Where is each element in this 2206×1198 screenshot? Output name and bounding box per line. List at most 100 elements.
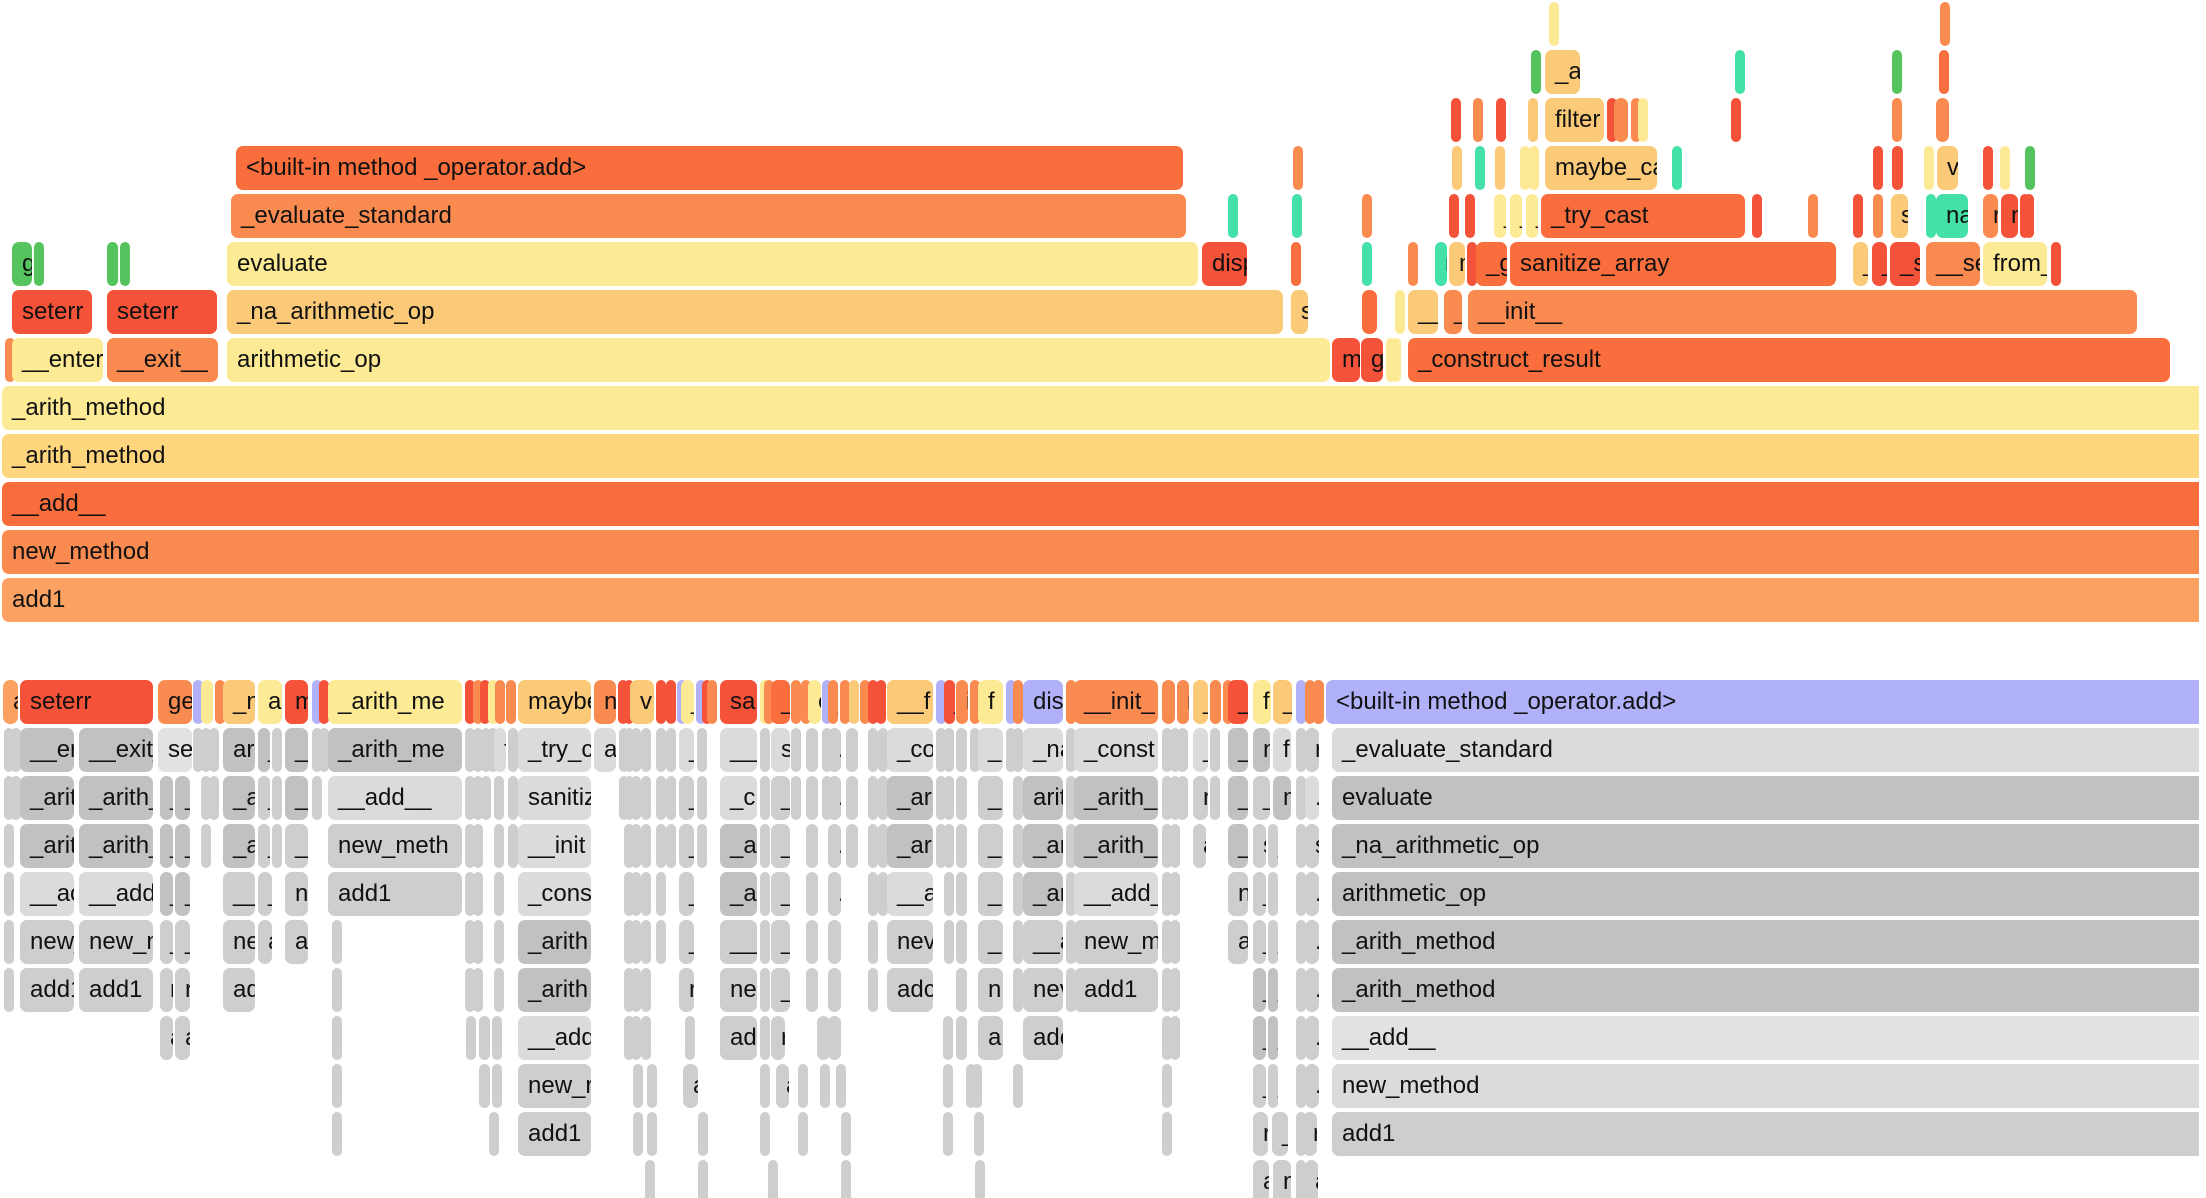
flame-frame[interactable] <box>1735 50 1745 94</box>
flame-frame[interactable] <box>1177 776 1188 820</box>
flame-frame-new_n[interactable]: new_n <box>79 920 153 964</box>
flame-frame-[interactable]: . <box>506 680 516 724</box>
flame-frame-new_method[interactable]: new_method <box>1332 1064 2199 1108</box>
flame-frame[interactable] <box>473 824 483 868</box>
flame-frame[interactable] <box>473 920 483 964</box>
flame-frame-[interactable]: . <box>828 872 841 916</box>
flame-frame-n[interactable]: n <box>978 968 1003 1012</box>
flame-frame-_try_cast[interactable]: _try_cast <box>1541 194 1745 238</box>
flame-frame-arithmetic_op[interactable]: arithmetic_op <box>1332 872 2199 916</box>
flame-frame[interactable] <box>760 920 770 964</box>
flame-frame-a[interactable]: a <box>175 1016 190 1060</box>
flame-frame[interactable] <box>966 1064 976 1108</box>
flame-frame[interactable] <box>481 728 491 772</box>
flame-frame-_[interactable]: _ <box>160 776 173 820</box>
flame-frame[interactable] <box>1296 728 1306 772</box>
flame-frame[interactable] <box>666 680 676 724</box>
flame-frame-r[interactable]: r <box>1305 728 1319 772</box>
flame-frame[interactable] <box>1170 824 1180 868</box>
flame-frame-maybe_cast_t[interactable]: maybe_cast_t <box>1545 146 1657 190</box>
flame-frame-_[interactable]: _ <box>978 776 1003 820</box>
flame-frame[interactable] <box>1013 920 1023 964</box>
flame-frame[interactable] <box>1391 338 1401 382</box>
flame-frame-_arith_method[interactable]: _arith_method <box>1332 920 2199 964</box>
flame-frame-a[interactable]: a <box>791 776 801 820</box>
flame-frame[interactable] <box>1162 1112 1172 1156</box>
flame-frame-ne[interactable]: ne <box>720 968 757 1012</box>
flame-frame[interactable] <box>656 728 666 772</box>
flame-frame-_co[interactable]: _co <box>887 728 933 772</box>
flame-frame-[interactable]: . <box>631 728 641 772</box>
flame-frame[interactable] <box>1926 194 1936 238</box>
flame-frame-_construct_result[interactable]: _construct_result <box>1408 338 2170 382</box>
flame-frame[interactable] <box>647 1064 657 1108</box>
flame-frame[interactable] <box>1210 680 1221 724</box>
flame-frame[interactable] <box>868 872 878 916</box>
flame-frame[interactable] <box>1408 242 1418 286</box>
flame-frame[interactable] <box>685 1016 695 1060</box>
flame-frame-builtinmethod_operatoradd[interactable]: <built-in method _operator.add> <box>1326 680 2199 724</box>
flame-frame[interactable] <box>760 776 770 820</box>
flame-frame-_[interactable]: _ <box>160 872 173 916</box>
flame-frame[interactable] <box>974 1112 984 1156</box>
flame-frame-s[interactable]: s <box>1253 824 1266 868</box>
flame-frame-f[interactable]: f <box>1253 680 1271 724</box>
flame-frame-_[interactable]: _ <box>978 824 1003 868</box>
flame-frame[interactable] <box>1496 98 1506 142</box>
flame-frame-r[interactable]: r <box>1177 680 1189 724</box>
flame-frame[interactable] <box>936 824 946 868</box>
flame-frame[interactable] <box>846 776 858 820</box>
flame-frame-[interactable]: . <box>1305 968 1319 1012</box>
flame-frame[interactable] <box>1066 776 1076 820</box>
flame-frame[interactable] <box>1170 728 1180 772</box>
flame-frame-_[interactable]: _ <box>1268 1016 1278 1060</box>
flame-frame[interactable] <box>4 728 14 772</box>
flame-frame-a[interactable]: a <box>1193 824 1206 868</box>
flame-frame[interactable] <box>624 1016 634 1060</box>
flame-frame-arit[interactable]: arit <box>1023 776 1063 820</box>
flame-frame-[interactable]: . <box>956 824 967 868</box>
flame-frame[interactable] <box>494 920 504 964</box>
flame-frame-[interactable]: . <box>631 872 641 916</box>
flame-frame[interactable] <box>647 1112 657 1156</box>
flame-frame[interactable] <box>272 776 282 820</box>
flame-frame[interactable] <box>697 824 707 868</box>
flame-frame-g[interactable]: g <box>107 242 118 286</box>
flame-frame[interactable] <box>846 728 858 772</box>
flame-frame[interactable] <box>1296 680 1306 724</box>
flame-frame-a[interactable]: a <box>258 920 272 964</box>
flame-frame-va[interactable]: va <box>1937 146 1958 190</box>
flame-frame[interactable] <box>312 728 322 772</box>
flame-frame[interactable] <box>1939 50 1949 94</box>
flame-frame-ad[interactable]: ad <box>1228 920 1248 964</box>
flame-frame-__er[interactable]: __er <box>20 728 74 772</box>
flame-frame[interactable] <box>1296 1112 1306 1156</box>
flame-frame[interactable] <box>956 968 967 1012</box>
flame-frame-n[interactable]: n <box>285 872 308 916</box>
flame-frame[interactable] <box>631 1016 641 1060</box>
flame-frame-_[interactable]: _ <box>175 776 190 820</box>
flame-frame-__fi[interactable]: __fi <box>1408 290 1438 334</box>
flame-frame[interactable] <box>878 728 888 772</box>
flame-frame-[interactable]: . <box>956 920 967 964</box>
flame-frame[interactable] <box>1451 98 1461 142</box>
flame-frame-_const[interactable]: _const <box>1074 728 1158 772</box>
flame-frame-add1[interactable]: add1 <box>79 968 153 1012</box>
flame-frame-[interactable]: . <box>631 776 641 820</box>
flame-frame-arithmetic_op[interactable]: arithmetic_op <box>227 338 1330 382</box>
flame-frame[interactable] <box>1162 776 1172 820</box>
flame-frame-adc[interactable]: adc <box>887 968 933 1012</box>
flame-frame[interactable] <box>479 1064 490 1108</box>
flame-frame-a[interactable]: a <box>3 680 18 724</box>
flame-frame[interactable] <box>1006 728 1016 772</box>
flame-frame[interactable] <box>868 728 878 772</box>
flame-frame[interactable] <box>465 968 475 1012</box>
flame-frame-_[interactable]: _ <box>978 872 1003 916</box>
flame-frame-[interactable]: . <box>828 824 841 868</box>
flame-frame[interactable] <box>1013 1064 1023 1108</box>
flame-frame-seterr[interactable]: seterr <box>12 290 92 334</box>
flame-frame-[interactable]: . <box>1305 776 1319 820</box>
flame-frame[interactable] <box>760 824 770 868</box>
flame-frame-ad[interactable]: ad <box>223 968 255 1012</box>
flame-frame[interactable] <box>828 1016 841 1060</box>
